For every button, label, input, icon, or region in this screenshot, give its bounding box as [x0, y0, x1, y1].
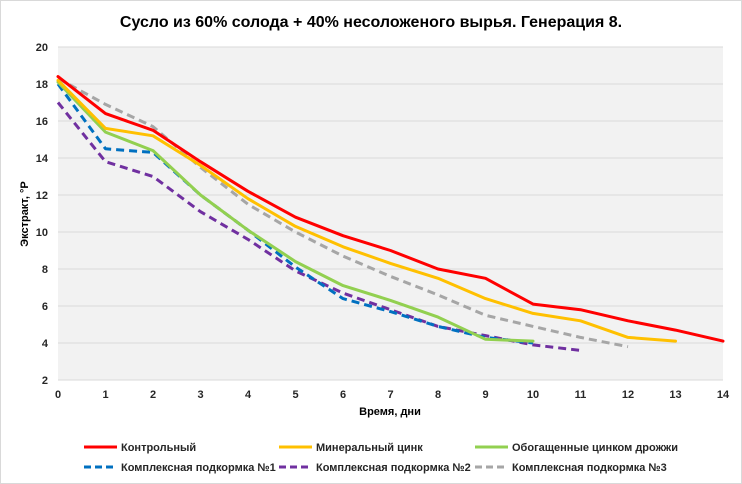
- x-tick-label: 0: [55, 389, 61, 401]
- legend-item: Комплексная подкормка №3: [475, 462, 667, 474]
- x-tick-label: 5: [292, 389, 298, 401]
- series-line-2: [56, 78, 677, 343]
- x-tick-label: 14: [717, 389, 730, 401]
- series-line-4: [56, 83, 534, 345]
- x-tick-label: 3: [197, 389, 203, 401]
- x-tick-label: 4: [245, 389, 252, 401]
- legend-label: Обогащенные цинком дрожжи: [512, 442, 678, 454]
- x-tick-label: 11: [575, 389, 587, 401]
- x-tick-label: 1: [102, 389, 108, 401]
- y-tick-label: 16: [36, 116, 48, 128]
- series-lines: [56, 75, 725, 352]
- gridlines: [58, 46, 723, 381]
- series-line-1: [56, 75, 725, 343]
- x-tick-label: 9: [482, 389, 488, 401]
- y-tick-label: 4: [42, 338, 49, 350]
- y-tick-label: 8: [42, 264, 48, 276]
- x-tick-label: 2: [150, 389, 156, 401]
- x-axis-ticks: 0 1 2 3 4 5 6 7 8 9 10 11 12 13 14: [55, 389, 730, 401]
- y-axis-ticks: 2 4 6 8 10 12 14 16 18 20: [36, 42, 49, 387]
- x-tick-label: 6: [340, 389, 346, 401]
- legend-label: Комплексная подкормка №2: [316, 462, 471, 474]
- y-tick-label: 12: [36, 190, 48, 202]
- legend-item: Комплексная подкормка №2: [279, 462, 471, 474]
- y-axis-label: Экстракт, °P: [19, 181, 31, 246]
- legend-item: Контрольный: [84, 442, 196, 454]
- y-tick-label: 2: [42, 375, 48, 387]
- y-tick-label: 20: [36, 42, 48, 54]
- y-tick-label: 14: [36, 153, 49, 165]
- y-tick-label: 10: [36, 227, 48, 239]
- legend-label: Минеральный цинк: [316, 442, 423, 454]
- legend-item: Комплексная подкормка №1: [84, 462, 276, 474]
- series-line-5: [56, 101, 581, 352]
- plot-area: [58, 47, 723, 380]
- x-axis-label: Время, дни: [359, 406, 421, 418]
- x-tick-label: 8: [435, 389, 441, 401]
- legend-item: Минеральный цинк: [279, 442, 423, 454]
- x-tick-label: 10: [527, 389, 539, 401]
- series-line-3: [56, 80, 535, 343]
- x-tick-label: 13: [669, 389, 681, 401]
- series-line-6: [57, 77, 629, 349]
- x-tick-label: 12: [622, 389, 634, 401]
- legend-label: Комплексная подкормка №1: [121, 462, 276, 474]
- y-tick-label: 18: [36, 79, 48, 91]
- y-tick-label: 6: [42, 301, 48, 313]
- legend-label: Комплексная подкормка №3: [512, 462, 667, 474]
- x-tick-label: 7: [387, 389, 393, 401]
- legend-item: Обогащенные цинком дрожжи: [475, 442, 678, 454]
- legend: Контрольный Минеральный цинк Обогащенные ц…: [84, 442, 678, 474]
- chart-title: Сусло из 60% солода + 40% несоложеного в…: [120, 14, 622, 31]
- legend-label: Контрольный: [121, 442, 196, 454]
